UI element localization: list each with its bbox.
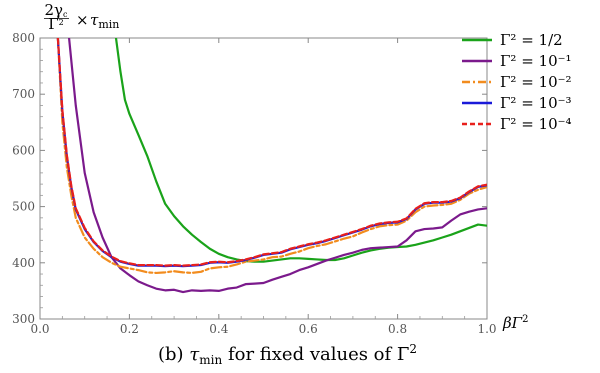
x-tick-label: 1.0 xyxy=(477,322,496,336)
svg-text:Γ2: Γ2 xyxy=(48,15,64,33)
x-tick-label: 0.2 xyxy=(120,322,139,336)
x-tick-label: 0.8 xyxy=(388,322,407,336)
legend-label: Γ² = 10⁻³ xyxy=(500,94,572,112)
series-line-4 xyxy=(56,38,487,268)
figure-caption: (b) τmin for fixed values of Γ2 xyxy=(158,342,417,367)
series-group xyxy=(56,38,487,294)
svg-text:βΓ2: βΓ2 xyxy=(502,314,528,332)
x-tick-label: 0.0 xyxy=(30,322,49,336)
svg-text:τmin: τmin xyxy=(90,11,119,31)
series-line-2 xyxy=(67,38,487,294)
y-tick-label: 500 xyxy=(12,200,35,214)
y-tick-label: 800 xyxy=(12,31,35,45)
series-line-3 xyxy=(56,38,487,275)
legend-label: Γ² = 10⁻⁴ xyxy=(500,115,572,133)
legend-label: Γ² = 10⁻¹ xyxy=(500,52,572,70)
series-line-5 xyxy=(56,38,487,267)
legend: Γ² = 1/2 Γ² = 10⁻¹ Γ² = 10⁻² Γ² = 10⁻³ Γ² = … xyxy=(462,31,572,133)
y-tick-label: 400 xyxy=(12,256,35,270)
axes-group: 0.0 0.2 0.4 0.6 0.8 1.0 300 400 500 600 700 800 xyxy=(12,31,496,336)
series-line-1 xyxy=(114,38,487,263)
svg-text:2γc: 2γc xyxy=(45,1,69,19)
y-tick-label: 300 xyxy=(12,312,35,326)
legend-label: Γ² = 1/2 xyxy=(500,31,563,49)
x-axis-label: βΓ2 xyxy=(502,314,528,332)
legend-label: Γ² = 10⁻² xyxy=(500,73,572,91)
svg-text:×: × xyxy=(76,11,89,29)
plot-frame xyxy=(39,37,488,320)
svg-text:(b) τmin for fixed values of Γ: (b) τmin for fixed values of Γ2 xyxy=(158,342,417,367)
y-tick-label: 700 xyxy=(12,87,35,101)
x-tick-label: 0.6 xyxy=(299,322,318,336)
y-tick-label: 600 xyxy=(12,143,35,157)
y-axis-label: 2γc Γ2 × τmin xyxy=(44,1,119,33)
x-tick-label: 0.4 xyxy=(209,322,228,336)
